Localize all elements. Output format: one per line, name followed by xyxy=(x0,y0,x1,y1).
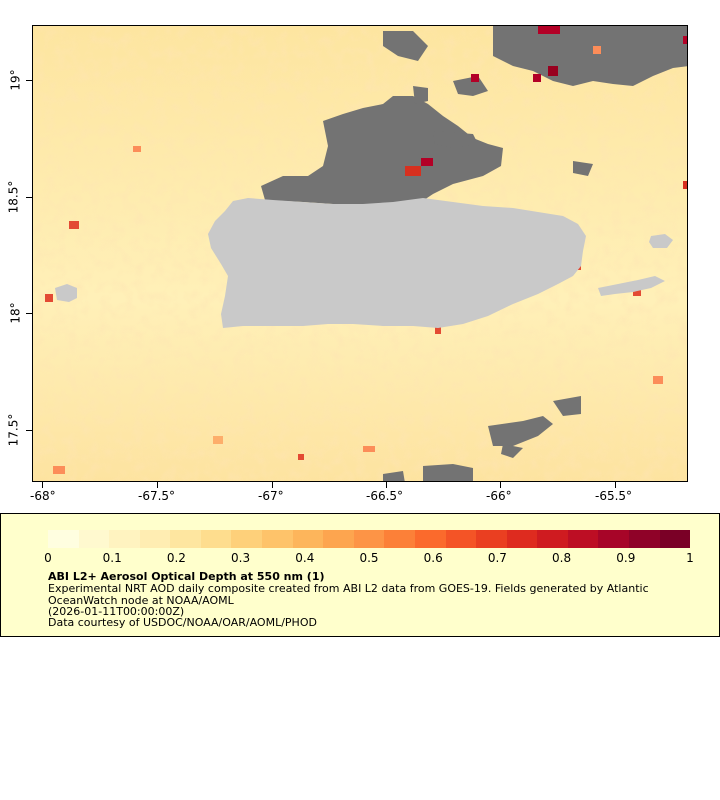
no-data-regions xyxy=(261,26,687,481)
colorbar xyxy=(48,530,691,548)
colorbar-swatch xyxy=(476,530,507,548)
colorbar-tick-label: 0.4 xyxy=(295,551,315,565)
colorbar-tick-label: 0.5 xyxy=(359,551,379,565)
colorbar-tick-label: 0.3 xyxy=(231,551,251,565)
colorbar-tick-label: 0 xyxy=(44,551,52,565)
colorbar-swatch xyxy=(445,530,477,548)
colorbar-tick-label: 0.7 xyxy=(487,551,507,565)
high-aod-spots xyxy=(45,26,687,474)
colorbar-swatch xyxy=(506,530,538,548)
colorbar-swatch xyxy=(109,530,140,548)
colorbar-tick-label: 0.9 xyxy=(616,551,636,565)
lat-label-18: 18° xyxy=(8,302,23,324)
colorbar-tick-label: 1 xyxy=(686,551,694,565)
aod-field-svg xyxy=(33,26,687,481)
colorbar-swatch xyxy=(659,530,691,548)
colorbar-swatch xyxy=(567,530,599,548)
mona-island-land xyxy=(55,284,77,302)
lat-label-19: 19° xyxy=(8,69,23,91)
colorbar-swatch xyxy=(262,530,293,548)
land-masses xyxy=(55,198,673,328)
legend-timestamp: (2026-01-11T00:00:00Z) xyxy=(48,605,185,618)
colorbar-tick-label: 0.2 xyxy=(166,551,186,565)
colorbar-swatch xyxy=(139,530,171,548)
colorbar-swatch xyxy=(78,530,110,548)
legend-panel: 0 0.1 0.2 0.3 0.4 0.5 0.6 0.7 0.8 0.9 1 ABI L2+ Ae… xyxy=(0,513,720,637)
legend-description-line1: Experimental NRT AOD daily composite cre… xyxy=(48,582,649,595)
culebra-land xyxy=(649,234,673,248)
lon-label-68: -68° xyxy=(30,489,56,503)
colorbar-swatch xyxy=(48,530,79,548)
colorbar-swatch xyxy=(200,530,232,548)
lon-label-67-5: -67.5° xyxy=(138,489,176,503)
legend-credit: Data courtesy of USDOC/NOAA/OAR/AOML/PHO… xyxy=(48,616,317,629)
lon-label-66-5: -66.5° xyxy=(366,489,404,503)
colorbar-swatch xyxy=(292,530,324,548)
colorbar-swatch xyxy=(537,530,568,548)
lat-label-18-5: 18.5° xyxy=(6,180,21,214)
colorbar-tick-label: 0.8 xyxy=(552,551,572,565)
colorbar-swatch xyxy=(353,530,385,548)
lon-label-65-5: -65.5° xyxy=(595,489,633,503)
legend-description-line2: OceanWatch node at NOAA/AOML xyxy=(48,594,234,607)
colorbar-tick-label: 0.6 xyxy=(423,551,443,565)
puerto-rico-land xyxy=(208,198,586,328)
lon-label-67: -67° xyxy=(258,489,284,503)
colorbar-swatch xyxy=(384,530,415,548)
colorbar-swatch xyxy=(170,530,201,548)
colorbar-swatch xyxy=(628,530,660,548)
aod-map xyxy=(32,25,688,482)
colorbar-tick-label: 0.1 xyxy=(102,551,122,565)
colorbar-swatch xyxy=(323,530,354,548)
colorbar-swatch xyxy=(231,530,263,548)
vieques-land xyxy=(598,276,665,296)
colorbar-swatch xyxy=(414,530,446,548)
lon-label-66: -66° xyxy=(486,489,512,503)
legend-title: ABI L2+ Aerosol Optical Depth at 550 nm … xyxy=(48,570,325,583)
lat-label-17-5: 17.5° xyxy=(6,413,21,447)
colorbar-swatch xyxy=(598,530,629,548)
